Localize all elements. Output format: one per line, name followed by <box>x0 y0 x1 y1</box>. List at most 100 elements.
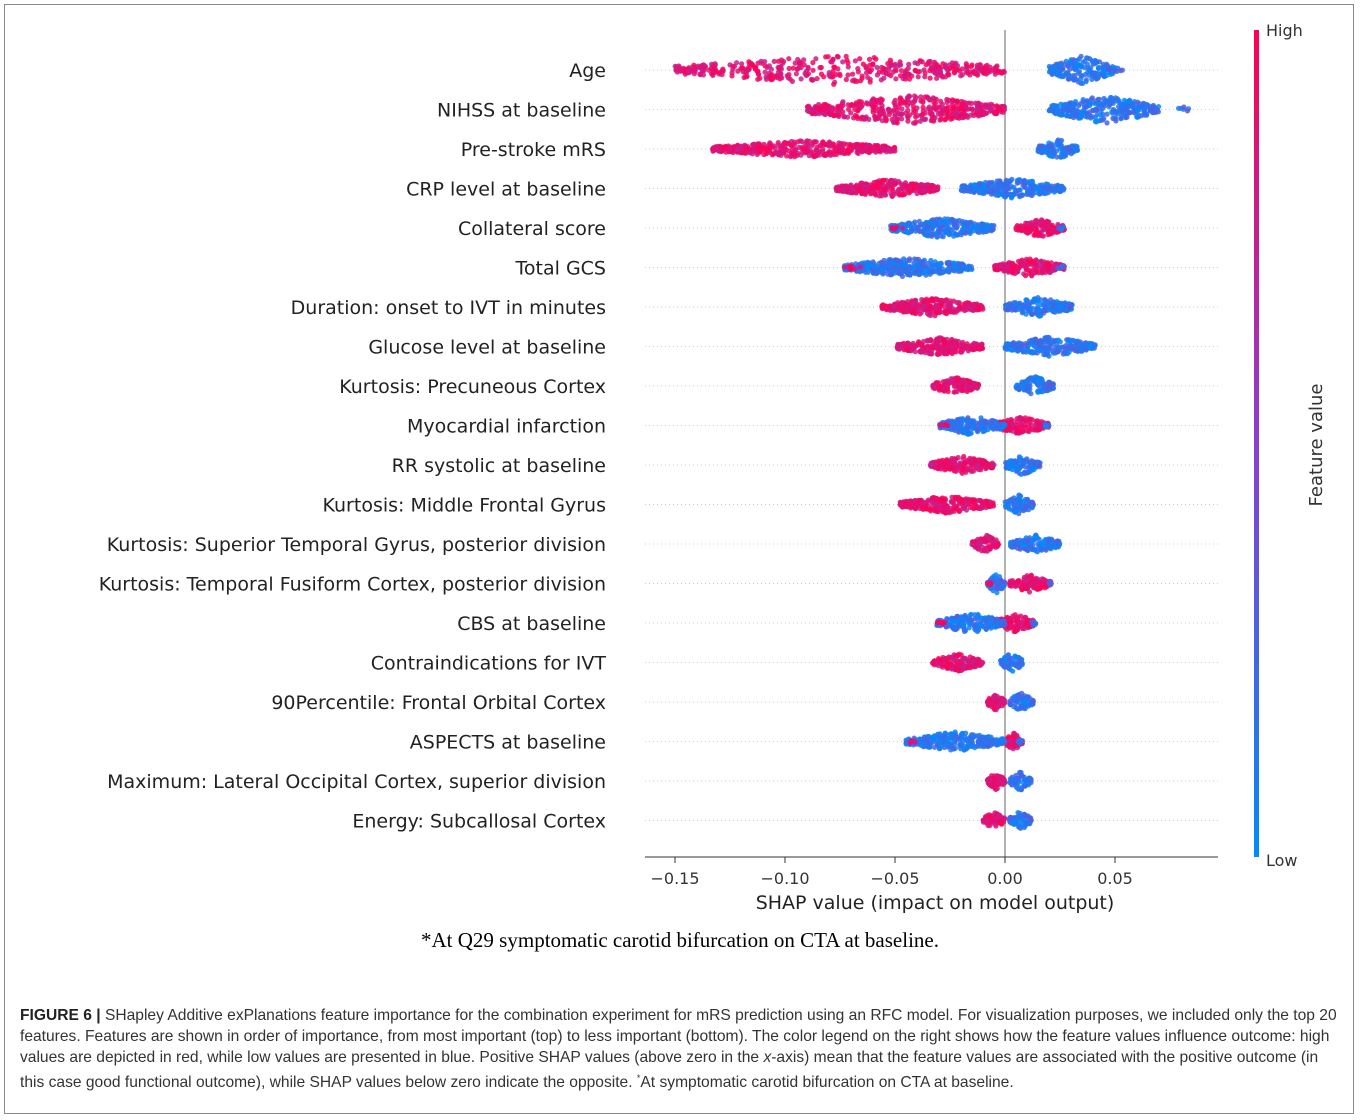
shap-point <box>955 232 961 238</box>
shap-point <box>870 62 876 68</box>
shap-point <box>1056 347 1063 353</box>
shap-point <box>914 113 921 119</box>
shap-point <box>878 99 884 105</box>
shap-point <box>771 58 777 64</box>
shap-point <box>818 64 824 71</box>
shap-point <box>739 65 745 71</box>
shap-point <box>1078 73 1084 79</box>
shap-point <box>947 65 953 71</box>
shap-point <box>721 144 727 150</box>
shap-point <box>936 384 942 390</box>
shap-point <box>850 78 856 84</box>
shap-point <box>1046 344 1052 350</box>
shap-point <box>1023 378 1029 384</box>
shap-point <box>957 106 963 112</box>
shap-point <box>891 191 897 197</box>
shap-point <box>1018 344 1024 350</box>
shap-point <box>766 63 773 69</box>
shap-point <box>1079 345 1085 351</box>
shap-point <box>966 305 973 311</box>
shap-point <box>854 114 860 120</box>
shap-point <box>959 378 965 384</box>
shap-point <box>1046 353 1052 359</box>
shap-point <box>831 81 837 87</box>
shap-point <box>953 349 959 355</box>
shap-point <box>1070 57 1077 63</box>
shap-point <box>1069 111 1075 117</box>
shap-point <box>976 112 982 118</box>
shap-point <box>934 216 940 222</box>
shap-point <box>855 69 862 75</box>
shap-point <box>927 189 933 195</box>
shap-point <box>828 111 834 117</box>
shap-point <box>786 65 792 72</box>
shap-point <box>806 153 812 159</box>
shap-point <box>1140 100 1146 106</box>
shap-point <box>883 118 889 124</box>
shap-point <box>933 186 939 192</box>
shap-point <box>1031 232 1037 238</box>
shap-point <box>943 65 949 71</box>
shap-point <box>963 61 969 67</box>
shap-point <box>843 53 849 60</box>
shap-point <box>882 186 888 193</box>
shap-point <box>945 216 951 222</box>
shap-point <box>845 60 851 66</box>
shap-point <box>1049 153 1055 159</box>
shap-point <box>789 138 795 145</box>
shap-point <box>809 77 815 83</box>
beeswarm-points <box>672 53 1192 831</box>
shap-point <box>901 72 907 78</box>
shap-point <box>1068 148 1074 154</box>
shap-point <box>824 152 830 158</box>
shap-point <box>1094 58 1100 65</box>
feature-point-cluster <box>812 105 840 113</box>
shap-point <box>1062 349 1068 355</box>
shap-point <box>974 104 981 110</box>
shap-point <box>1092 343 1098 349</box>
shap-point <box>734 60 740 66</box>
shap-point <box>910 103 917 109</box>
shap-point <box>1062 61 1068 67</box>
row-gridlines <box>645 69 1218 821</box>
shap-point <box>873 56 879 62</box>
shap-point <box>1071 77 1077 83</box>
shap-point <box>1023 273 1029 279</box>
shap-point <box>997 106 1003 112</box>
shap-point <box>972 182 978 188</box>
shap-point <box>937 268 943 275</box>
shap-point <box>923 182 929 188</box>
shap-point <box>778 57 785 63</box>
shap-point <box>1038 258 1044 264</box>
shap-point <box>810 67 816 73</box>
shap-point <box>1130 109 1136 115</box>
shap-point <box>1017 187 1023 193</box>
shap-point <box>906 76 913 82</box>
shap-point <box>889 178 895 184</box>
shap-point <box>1018 425 1024 431</box>
shap-point <box>1068 302 1074 308</box>
shap-point <box>903 307 909 313</box>
shap-point <box>773 149 779 155</box>
shap-point <box>1054 71 1060 77</box>
shap-point <box>872 114 878 120</box>
shap-point <box>987 103 993 109</box>
shap-point <box>911 120 917 126</box>
shap-point <box>974 385 980 391</box>
shap-point <box>794 66 801 72</box>
shap-point <box>1068 338 1074 344</box>
shap-point <box>826 72 832 78</box>
shap-point <box>899 192 905 198</box>
shap-point <box>958 347 964 353</box>
shap-point <box>992 266 998 272</box>
shap-point <box>1055 62 1061 68</box>
shap-point <box>889 185 896 192</box>
shap-point <box>906 258 913 264</box>
shap-point <box>1055 337 1061 343</box>
shap-point <box>829 59 835 65</box>
shap-point <box>1056 186 1063 192</box>
shap-point <box>992 65 998 71</box>
shap-point <box>982 229 988 235</box>
shap-point <box>920 187 927 193</box>
shap-point <box>872 191 878 197</box>
